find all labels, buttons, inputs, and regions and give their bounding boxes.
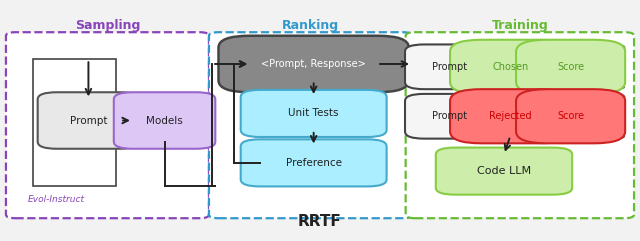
FancyBboxPatch shape <box>516 89 625 143</box>
Text: RRTF: RRTF <box>298 214 342 229</box>
Text: <Prompt, Response>: <Prompt, Response> <box>261 59 366 69</box>
Text: Unit Tests: Unit Tests <box>289 108 339 118</box>
Text: Code LLM: Code LLM <box>477 166 531 176</box>
FancyBboxPatch shape <box>38 92 139 149</box>
FancyBboxPatch shape <box>405 44 495 89</box>
Text: Score: Score <box>557 111 584 121</box>
Text: Models: Models <box>146 115 183 126</box>
FancyBboxPatch shape <box>114 92 215 149</box>
Text: Ranking: Ranking <box>282 19 339 32</box>
Text: Preference: Preference <box>285 158 342 168</box>
FancyBboxPatch shape <box>406 32 634 218</box>
Text: Rejected: Rejected <box>489 111 532 121</box>
FancyBboxPatch shape <box>516 40 625 94</box>
FancyBboxPatch shape <box>450 40 571 94</box>
Text: Training: Training <box>492 19 548 32</box>
Text: Evol-Instruct: Evol-Instruct <box>28 195 85 204</box>
FancyBboxPatch shape <box>209 32 412 218</box>
FancyBboxPatch shape <box>218 36 409 92</box>
Bar <box>33 59 116 187</box>
Text: Prompt: Prompt <box>433 62 468 72</box>
Text: Prompt: Prompt <box>70 115 107 126</box>
FancyBboxPatch shape <box>419 45 625 89</box>
FancyBboxPatch shape <box>6 32 209 218</box>
FancyBboxPatch shape <box>419 95 625 138</box>
FancyBboxPatch shape <box>436 147 572 195</box>
FancyBboxPatch shape <box>450 89 571 143</box>
FancyBboxPatch shape <box>241 139 387 187</box>
FancyBboxPatch shape <box>241 90 387 137</box>
Text: Sampling: Sampling <box>75 19 140 32</box>
Text: Prompt: Prompt <box>433 111 468 121</box>
Text: Score: Score <box>557 62 584 72</box>
Text: Chosen: Chosen <box>492 62 529 72</box>
FancyBboxPatch shape <box>405 94 495 139</box>
